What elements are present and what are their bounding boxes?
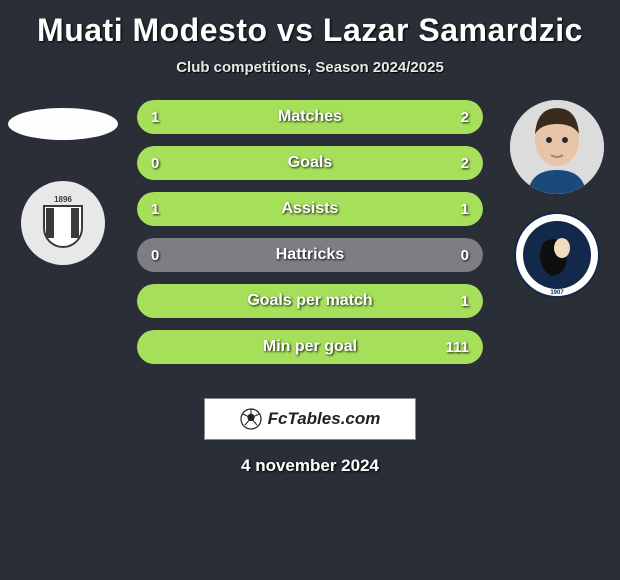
stat-row: 12Matches [137, 100, 483, 134]
stats-bars: 12Matches 02Goals 11Assists 00Hattricks 1Goa… [137, 100, 483, 376]
page-title: Muati Modesto vs Lazar Samardzic [0, 0, 620, 49]
stat-row: 02Goals [137, 146, 483, 180]
atalanta-logo-icon: 1907 ATALANTA [514, 212, 600, 298]
stat-label: Goals [137, 146, 483, 180]
date-line: 4 november 2024 [0, 456, 620, 476]
stat-label: Min per goal [137, 330, 483, 364]
stat-row: 11Assists [137, 192, 483, 226]
comparison-area: 1896 1907 [0, 100, 620, 390]
soccer-ball-icon [240, 408, 262, 430]
svg-text:1907: 1907 [550, 290, 564, 296]
stat-label: Goals per match [137, 284, 483, 318]
page-subtitle: Club competitions, Season 2024/2025 [0, 59, 620, 76]
stat-row: 00Hattricks [137, 238, 483, 272]
club-right-logo: 1907 ATALANTA [514, 212, 600, 298]
player-avatar-icon [510, 100, 604, 194]
branding-text: FcTables.com [268, 409, 381, 429]
stat-label: Hattricks [137, 238, 483, 272]
player-right-avatar [510, 100, 604, 194]
stat-label: Assists [137, 192, 483, 226]
udinese-logo-icon: 1896 [20, 180, 106, 266]
branding-box: FcTables.com [204, 398, 416, 440]
stat-row: 1Goals per match [137, 284, 483, 318]
stat-row: 111Min per goal [137, 330, 483, 364]
svg-text:1896: 1896 [54, 195, 72, 204]
player-left-avatar [8, 108, 118, 140]
player-right-column: 1907 ATALANTA [502, 100, 612, 298]
club-left-logo: 1896 [20, 180, 106, 266]
player-left-column: 1896 [8, 100, 118, 266]
stat-label: Matches [137, 100, 483, 134]
